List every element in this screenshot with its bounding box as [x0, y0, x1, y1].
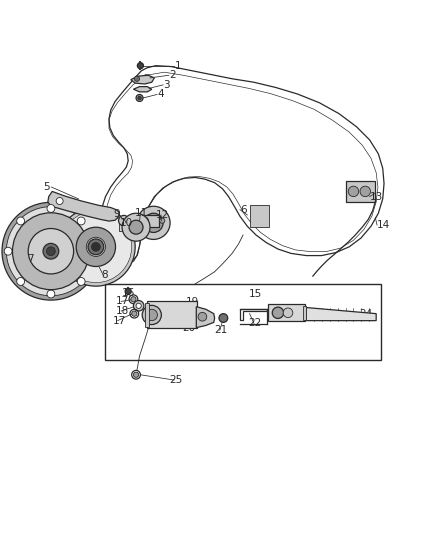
Circle shape [136, 94, 143, 101]
Circle shape [88, 239, 104, 255]
Circle shape [77, 217, 85, 225]
Text: 10: 10 [120, 218, 133, 228]
Text: 6: 6 [240, 205, 247, 215]
Text: 25: 25 [169, 375, 182, 385]
Text: 19: 19 [186, 297, 199, 308]
Circle shape [146, 309, 157, 321]
Text: 7: 7 [27, 254, 34, 264]
Circle shape [119, 215, 129, 226]
Circle shape [47, 290, 55, 298]
Text: 9: 9 [113, 209, 120, 219]
Circle shape [43, 244, 59, 259]
Circle shape [360, 186, 371, 197]
Circle shape [131, 297, 136, 302]
Bar [250, 205, 269, 227]
Text: 11: 11 [135, 208, 148, 218]
Circle shape [56, 198, 63, 205]
Text: 15: 15 [249, 288, 262, 298]
Circle shape [137, 206, 170, 239]
Circle shape [129, 220, 143, 234]
Circle shape [348, 186, 359, 197]
Text: 22: 22 [249, 318, 262, 328]
Bar [346, 181, 375, 202]
Circle shape [198, 312, 207, 321]
Polygon shape [131, 75, 154, 84]
Circle shape [17, 217, 25, 225]
Circle shape [134, 76, 140, 82]
Text: 13: 13 [370, 192, 383, 201]
Text: 21: 21 [215, 325, 228, 335]
Text: 14: 14 [377, 220, 390, 230]
Circle shape [142, 305, 161, 325]
Text: 17: 17 [116, 296, 129, 306]
Circle shape [134, 301, 144, 311]
Circle shape [12, 213, 89, 289]
Circle shape [219, 313, 228, 322]
Polygon shape [196, 306, 215, 328]
Circle shape [46, 247, 55, 256]
Circle shape [144, 213, 163, 232]
Circle shape [134, 372, 139, 377]
Circle shape [272, 307, 284, 318]
Circle shape [138, 62, 144, 69]
Text: 5: 5 [43, 182, 50, 192]
Circle shape [140, 217, 148, 225]
Circle shape [125, 288, 131, 294]
Circle shape [86, 237, 106, 256]
Bar [303, 306, 306, 320]
Text: 2: 2 [169, 70, 175, 80]
Bar [119, 224, 140, 231]
Text: 1: 1 [174, 61, 181, 71]
Circle shape [2, 203, 100, 300]
Bar [135, 215, 159, 227]
Bar [268, 304, 305, 321]
Circle shape [159, 218, 165, 223]
Circle shape [17, 278, 25, 285]
Circle shape [76, 227, 116, 266]
Circle shape [136, 303, 141, 309]
Circle shape [7, 207, 95, 296]
Circle shape [57, 207, 135, 286]
Circle shape [4, 247, 12, 255]
Circle shape [47, 205, 55, 212]
Text: 12: 12 [155, 210, 169, 220]
Bar [106, 284, 381, 360]
Circle shape [90, 247, 98, 255]
Text: 16: 16 [122, 288, 135, 298]
Text: 18: 18 [116, 306, 129, 316]
Circle shape [92, 243, 100, 251]
Text: 8: 8 [101, 270, 108, 280]
Text: 4: 4 [157, 90, 164, 100]
Text: 23: 23 [279, 309, 293, 319]
Circle shape [138, 96, 141, 100]
Polygon shape [134, 87, 152, 92]
Polygon shape [306, 308, 376, 321]
Circle shape [132, 311, 137, 316]
Circle shape [122, 213, 150, 241]
Circle shape [283, 308, 293, 318]
Circle shape [77, 278, 85, 285]
Text: 3: 3 [163, 80, 170, 90]
Bar [147, 302, 197, 328]
Circle shape [60, 211, 132, 282]
Text: 17: 17 [113, 316, 126, 326]
Bar [145, 303, 149, 327]
Polygon shape [48, 191, 120, 221]
Text: 20: 20 [182, 322, 195, 333]
Text: 24: 24 [360, 309, 373, 319]
Circle shape [28, 229, 74, 274]
